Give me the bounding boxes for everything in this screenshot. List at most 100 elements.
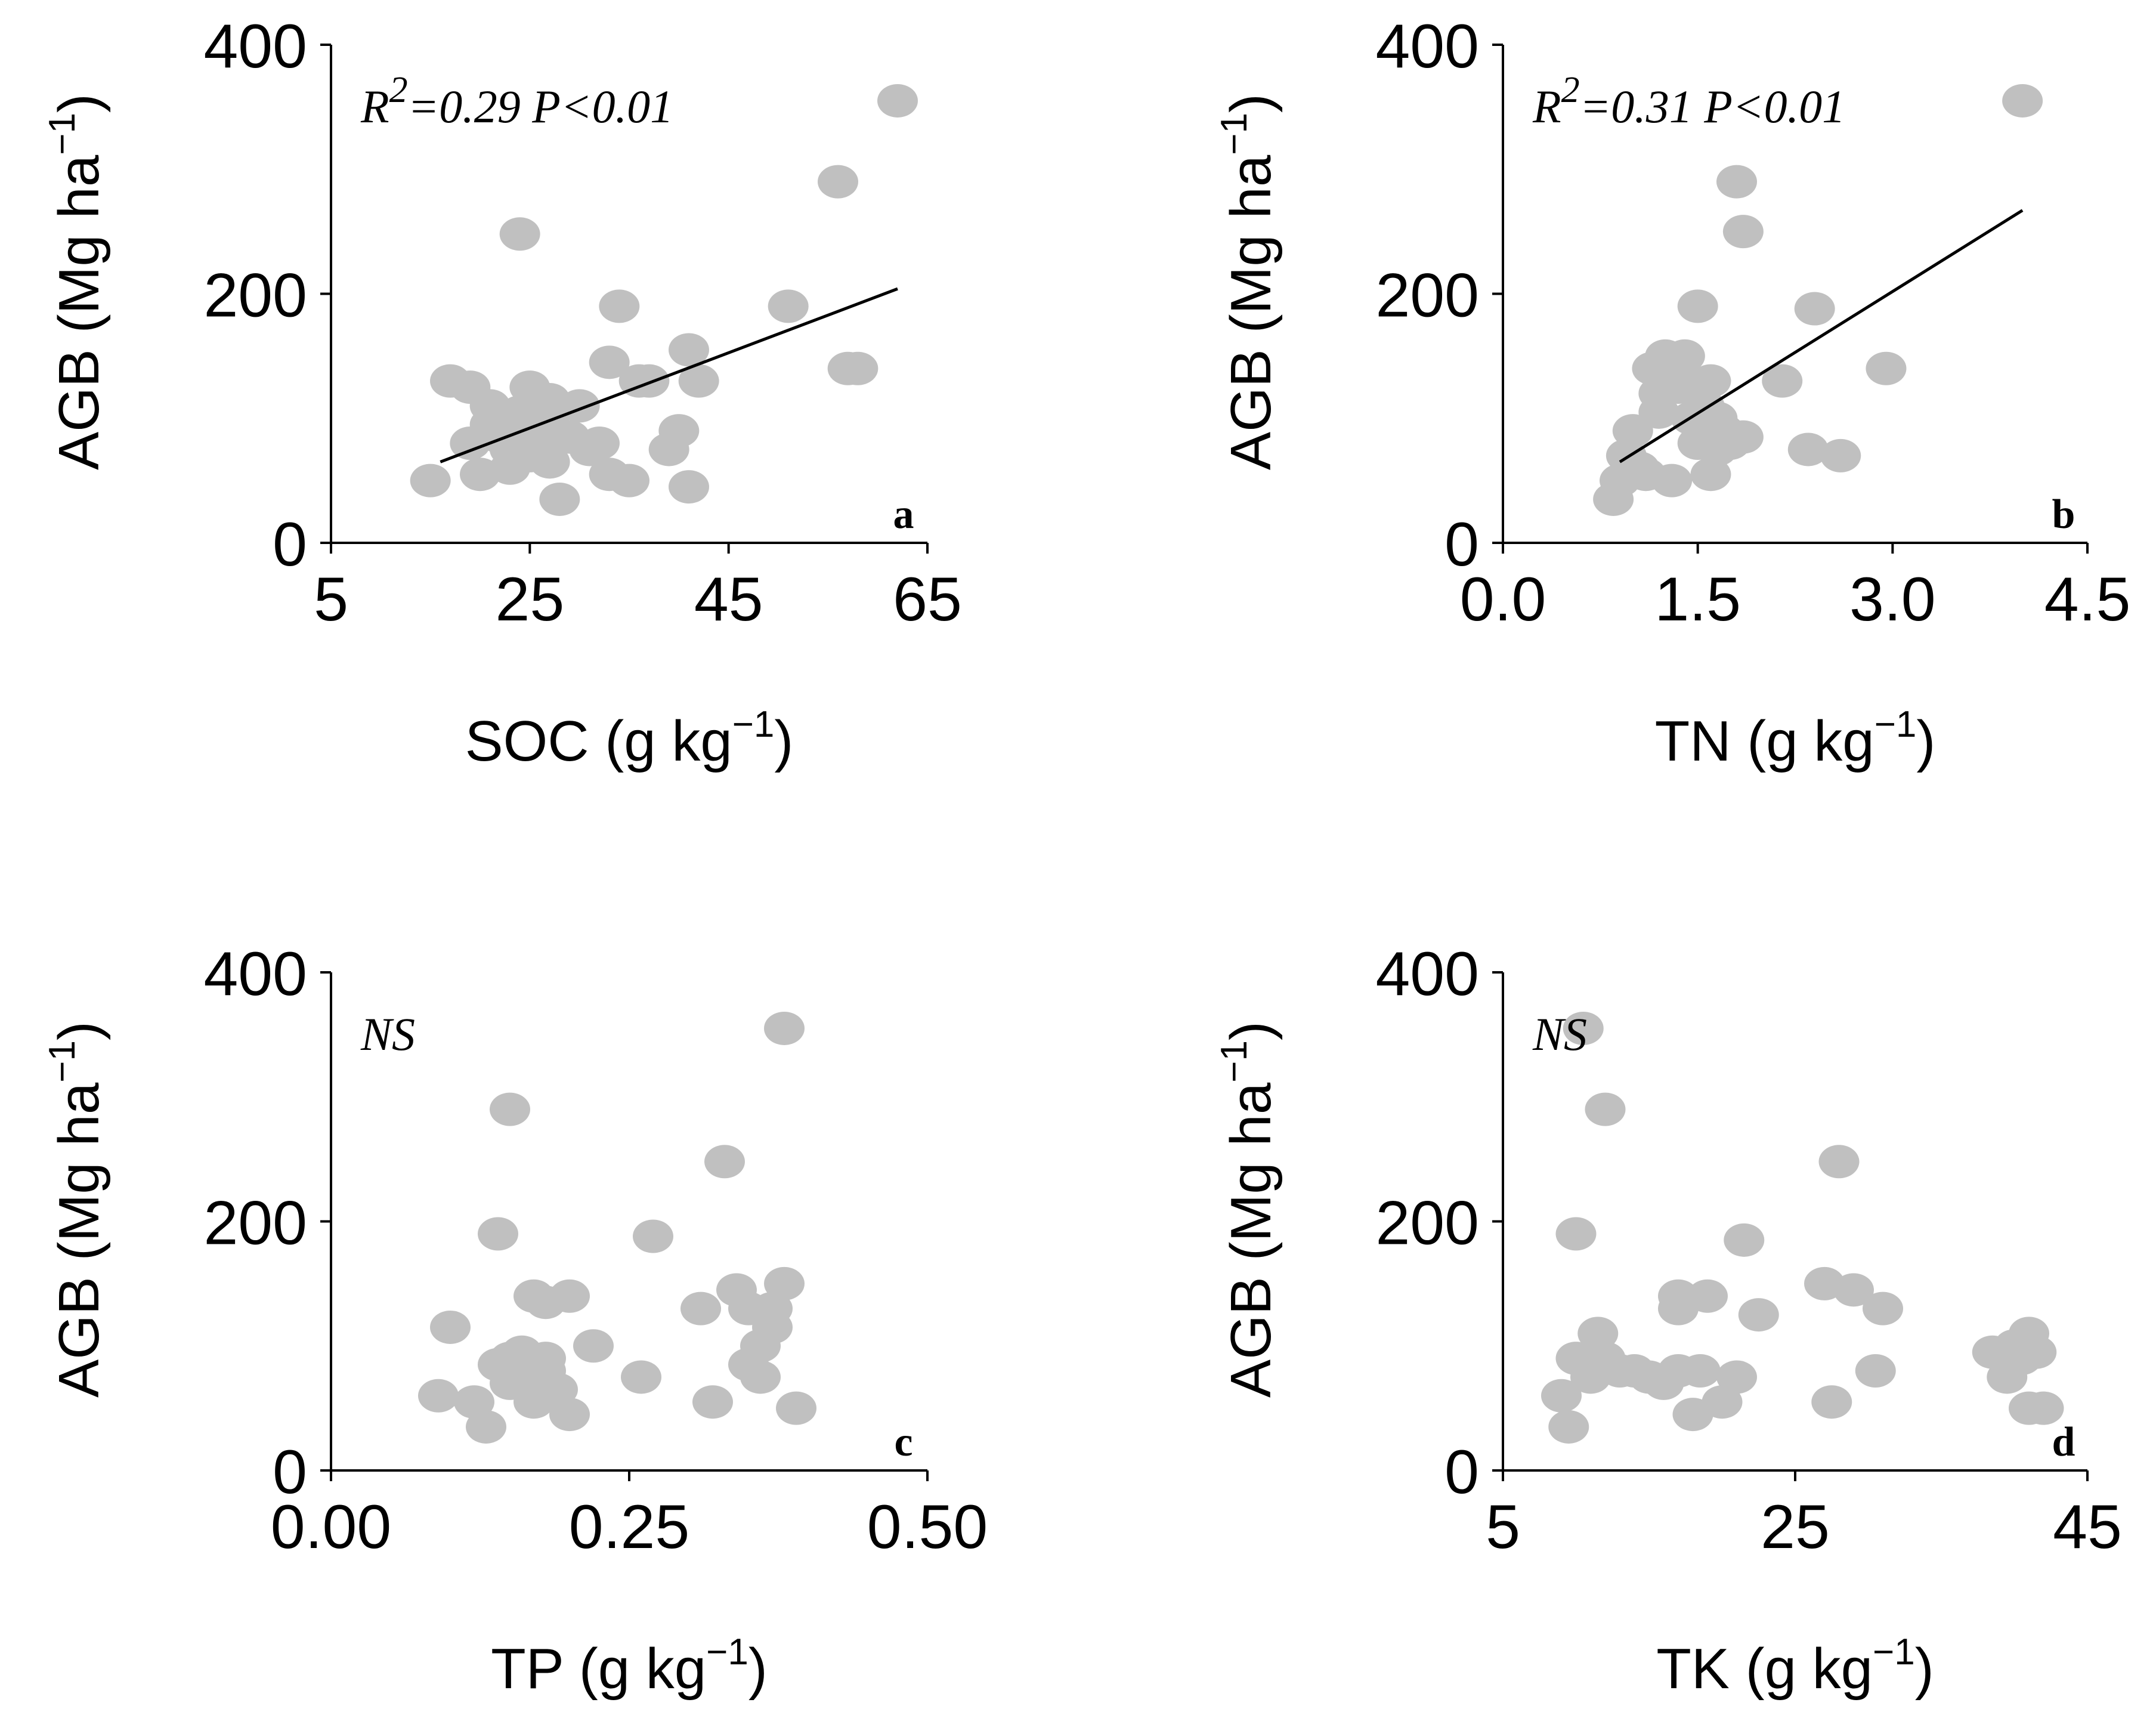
x-tick-label: 5 (1486, 1493, 1520, 1562)
stat-annotation: NS (1532, 1008, 1587, 1060)
data-point (1722, 215, 1764, 249)
data-point (1679, 1354, 1721, 1388)
data-point (1762, 364, 1803, 398)
data-point (678, 364, 719, 398)
x-axis-title: TK (g kg−1) (1656, 1632, 1934, 1701)
data-point (609, 464, 649, 498)
data-point (573, 1329, 614, 1363)
data-point (1658, 1279, 1699, 1313)
data-point (579, 427, 620, 460)
x-tick-label: 0.25 (569, 1493, 689, 1562)
panel-b: 0 200 400 0.0 1.5 3.0 4.5 R2=0.31 P<0.01 b TN (g … (1214, 12, 2130, 773)
data-point (499, 217, 540, 251)
data-point (1863, 1291, 1903, 1325)
x-tick-label: 4.5 (2044, 565, 2131, 634)
panel-c: 0 200 400 0.00 0.25 0.50 NS c TP (g kg−1) AGB (Mg… (42, 940, 988, 1701)
regression-line (440, 287, 898, 464)
data-point (1787, 432, 1829, 466)
data-point (658, 414, 700, 448)
data-point (539, 482, 580, 516)
y-axis-title: AGB (Mg ha−1) (42, 1021, 111, 1398)
data-point (2023, 1391, 2064, 1425)
data-point (837, 351, 879, 385)
data-point (1638, 395, 1679, 429)
data-point (1820, 438, 1861, 472)
data-point (410, 464, 451, 498)
data-point (1716, 1360, 1757, 1394)
data-point (1811, 1385, 1852, 1419)
y-tick-label: 400 (203, 940, 307, 1009)
data-point (1794, 292, 1835, 326)
y-tick-label: 200 (203, 261, 307, 330)
data-point (1677, 289, 1718, 323)
data-point (1818, 1145, 1860, 1179)
data-point (629, 364, 670, 398)
x-tick-label: 5 (314, 565, 348, 634)
x-tick-label: 0.0 (1460, 565, 1546, 634)
x-tick-label: 0.00 (271, 1493, 391, 1562)
data-point (466, 1410, 506, 1444)
data-point (1651, 464, 1693, 498)
panel-letter: a (893, 492, 914, 537)
data-point (559, 389, 600, 423)
y-tick-label: 400 (1375, 940, 1479, 1009)
x-axis-title: TN (g kg−1) (1655, 704, 1936, 773)
data-point (478, 1217, 518, 1251)
x-tick-label: 0.50 (867, 1493, 988, 1562)
data-point (669, 333, 709, 367)
data-point (680, 1291, 721, 1325)
data-point (1585, 1092, 1626, 1126)
panel-a: 0 200 400 5 25 45 65 R2=0.29 P<0.01 a SOC (g kg−1… (42, 12, 962, 773)
y-tick-label: 400 (1375, 12, 1479, 81)
data-point (768, 289, 809, 323)
x-tick-label: 3.0 (1849, 565, 1936, 634)
data-point (1690, 364, 1731, 398)
panel-d: 0 200 400 5 25 45 NS d TK (g kg−1) AGB (Mg ha−1) (1214, 940, 2122, 1701)
panel-letter: d (2052, 1419, 2075, 1465)
x-tick-label: 65 (893, 565, 962, 634)
x-axis-title: SOC (g kg−1) (465, 704, 794, 773)
data-point (599, 289, 640, 323)
data-point (1577, 1317, 1619, 1351)
y-axis-title: AGB (Mg ha−1) (1214, 1021, 1283, 1398)
y-tick-label: 200 (1375, 1189, 1479, 1258)
data-point (764, 1266, 805, 1300)
data-point (1738, 1298, 1779, 1332)
data-point (764, 1011, 805, 1045)
y-tick-label: 200 (1375, 261, 1479, 330)
data-point (1716, 165, 1757, 199)
data-point (1555, 1217, 1597, 1251)
data-point (2002, 84, 2043, 118)
data-point (1664, 339, 1705, 373)
data-point (1866, 351, 1907, 385)
data-point (418, 1379, 459, 1413)
data-point (1702, 1385, 1743, 1419)
panel-letter: c (894, 1419, 912, 1465)
y-axis-title: AGB (Mg ha−1) (1214, 94, 1283, 470)
stat-annotation: R2=0.31 P<0.01 (1532, 70, 1845, 132)
data-point (740, 1360, 781, 1394)
y-tick-label: 0 (273, 1438, 307, 1507)
data-point (692, 1385, 733, 1419)
data-point (1541, 1379, 1582, 1413)
data-point (669, 470, 709, 504)
data-point (1724, 1223, 1765, 1257)
data-point (1690, 458, 1731, 492)
data-point (549, 1279, 590, 1313)
data-point (633, 1219, 673, 1253)
data-point (1722, 420, 1764, 454)
data-point (549, 1398, 590, 1432)
data-point (877, 84, 918, 118)
y-tick-label: 200 (203, 1189, 307, 1258)
y-tick-label: 0 (1444, 1438, 1479, 1507)
data-point (1833, 1273, 1874, 1307)
x-tick-label: 45 (2053, 1493, 2122, 1562)
data-point (1855, 1354, 1896, 1388)
data-point (1563, 1011, 1604, 1045)
data-point (818, 165, 858, 199)
panel-letter: b (2052, 492, 2075, 537)
data-point (2016, 1335, 2057, 1369)
data-point (589, 345, 630, 379)
stat-annotation: NS (360, 1008, 415, 1060)
